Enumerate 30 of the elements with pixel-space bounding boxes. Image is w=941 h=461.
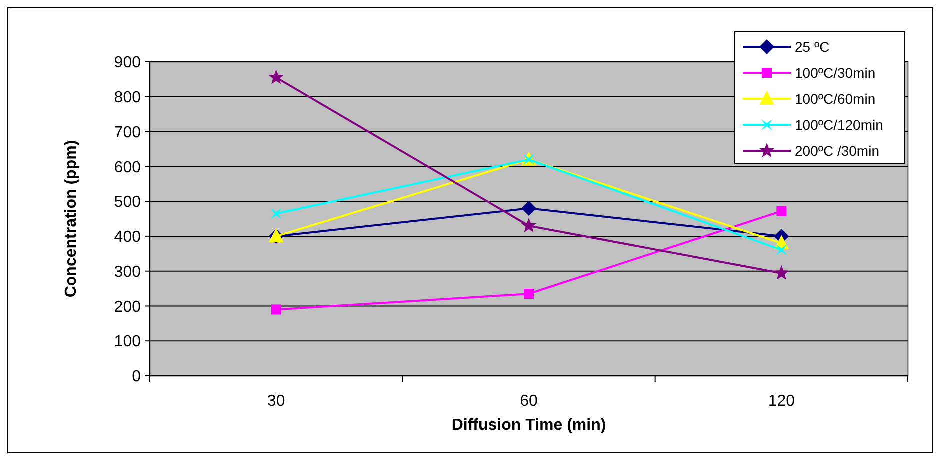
x-axis-title: Diffusion Time (min) [452, 417, 606, 434]
point [523, 154, 535, 166]
x-tick-label: 30 [267, 393, 286, 410]
y-tick-label: 400 [114, 229, 142, 246]
point [521, 218, 537, 232]
x-tick-label: 120 [768, 393, 796, 410]
point [270, 208, 282, 220]
y-tick-label: 100 [114, 334, 142, 351]
x-tick-label: 60 [520, 393, 538, 410]
point [522, 201, 536, 216]
point [776, 206, 787, 216]
legend-label: 100ºC/60min [795, 90, 876, 107]
point [524, 289, 534, 300]
point [774, 265, 790, 280]
legend-label: 100ºC/120min [795, 116, 884, 133]
y-tick-label: 900 [114, 54, 142, 72]
y-tick-label: 300 [114, 264, 142, 281]
legend-label: 25 ºC [795, 38, 830, 55]
y-tick-label: 800 [114, 89, 142, 106]
legend-label: 200ºC /30min [795, 142, 880, 159]
point [268, 70, 284, 84]
y-axis-title: Concentration (ppm) [63, 140, 80, 298]
y-tick-label: 500 [114, 194, 142, 212]
point [271, 304, 282, 315]
y-tick-label: 200 [114, 298, 142, 316]
y-tick-label: 700 [114, 124, 142, 142]
y-tick-label: 600 [114, 159, 142, 176]
y-tick-label: 0 [132, 368, 142, 386]
legend-label: 100ºC/30min [795, 64, 876, 81]
point [776, 244, 788, 256]
